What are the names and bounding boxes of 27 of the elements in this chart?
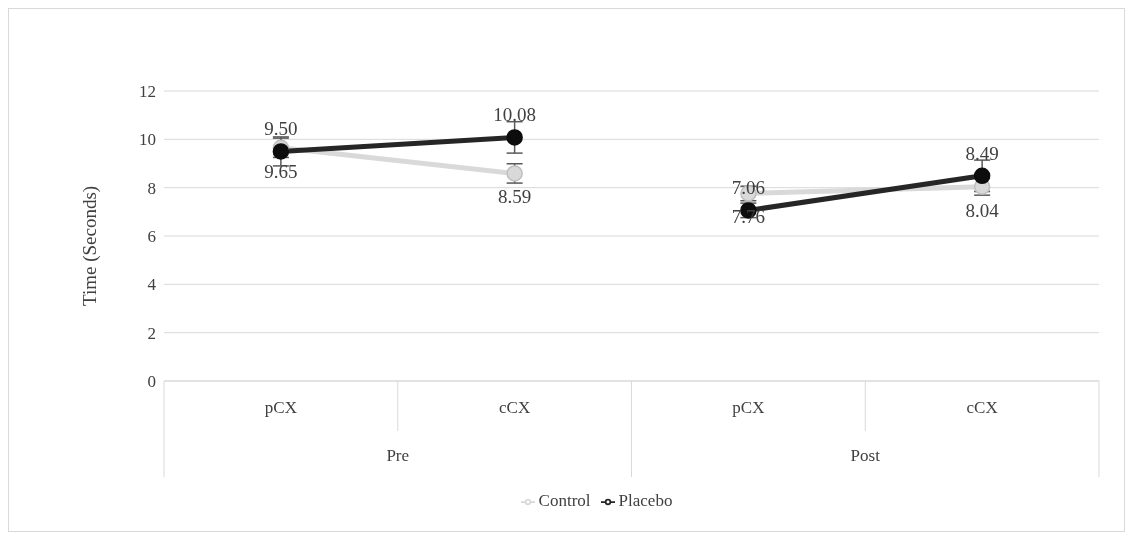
data-label: 8.04 — [965, 199, 1000, 221]
data-label: 7.06 — [731, 177, 765, 199]
data-label: 8.49 — [965, 142, 999, 164]
x-tick-label: pCX — [732, 398, 765, 417]
y-tick-label: 4 — [147, 275, 157, 295]
data-label: 10.08 — [493, 104, 536, 126]
text: Post — [850, 446, 881, 465]
y-axis-title: Time (Seconds) — [78, 185, 101, 306]
y-tick-label: 2 — [147, 323, 156, 343]
point — [973, 167, 991, 185]
x-tick-label: cCX — [499, 398, 531, 417]
x-tick-label: cCX — [966, 398, 998, 417]
y-tick-label: 0 — [147, 372, 156, 392]
data-label: 8.59 — [498, 186, 532, 208]
legend-label: Placebo — [618, 491, 673, 510]
point — [272, 143, 290, 160]
legend-label: Control — [538, 491, 591, 510]
text: Pre — [386, 446, 410, 465]
y-tick-label: 10 — [139, 130, 156, 150]
y-tick-label: 8 — [147, 178, 156, 198]
y-tick-label: 6 — [147, 227, 156, 247]
data-label: 9.50 — [264, 118, 298, 140]
point — [506, 129, 523, 146]
y-tick-label: 12 — [139, 82, 156, 102]
data-label: 7.76 — [731, 206, 765, 228]
data-label: 9.65 — [264, 160, 298, 182]
x-tick-label: pCX — [264, 398, 297, 417]
